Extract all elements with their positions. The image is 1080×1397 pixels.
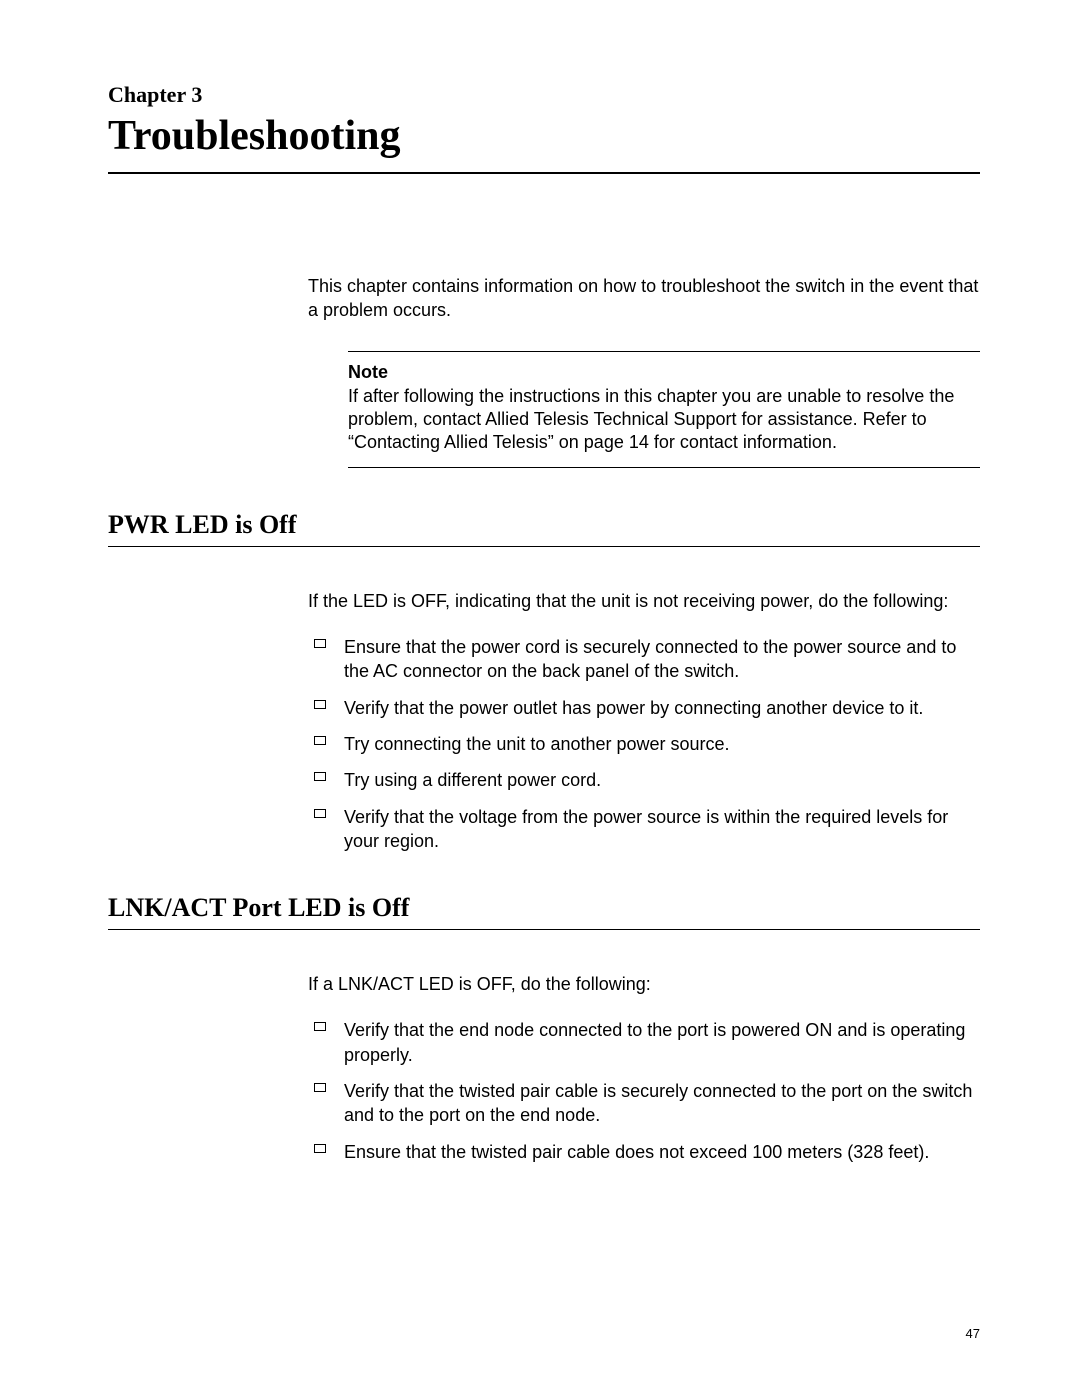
list-item-text: Verify that the end node connected to th…: [344, 1020, 965, 1064]
list-item: Verify that the power outlet has power b…: [308, 696, 980, 720]
note-title: Note: [348, 362, 980, 383]
note-block: Note If after following the instructions…: [348, 351, 980, 468]
checkbox-icon: [314, 1144, 326, 1153]
checklist: Ensure that the power cord is securely c…: [308, 635, 980, 853]
list-item: Ensure that the power cord is securely c…: [308, 635, 980, 684]
checkbox-icon: [314, 809, 326, 818]
section-lead: If a LNK/ACT LED is OFF, do the followin…: [308, 972, 980, 996]
checklist: Verify that the end node connected to th…: [308, 1018, 980, 1163]
list-item-text: Verify that the voltage from the power s…: [344, 807, 948, 851]
list-item: Verify that the voltage from the power s…: [308, 805, 980, 854]
list-item-text: Verify that the power outlet has power b…: [344, 698, 923, 718]
title-rule: [108, 172, 980, 174]
section-lead: If the LED is OFF, indicating that the u…: [308, 589, 980, 613]
section-heading: LNK/ACT Port LED is Off: [108, 893, 980, 923]
section-rule: [108, 929, 980, 930]
checkbox-icon: [314, 639, 326, 648]
list-item: Try using a different power cord.: [308, 768, 980, 792]
list-item-text: Ensure that the power cord is securely c…: [344, 637, 956, 681]
section-body: If the LED is OFF, indicating that the u…: [308, 589, 980, 853]
checkbox-icon: [314, 700, 326, 709]
chapter-label: Chapter 3: [108, 82, 980, 108]
intro-paragraph: This chapter contains information on how…: [308, 274, 980, 323]
list-item: Try connecting the unit to another power…: [308, 732, 980, 756]
list-item: Verify that the end node connected to th…: [308, 1018, 980, 1067]
section-body: If a LNK/ACT LED is OFF, do the followin…: [308, 972, 980, 1164]
page-number: 47: [966, 1326, 980, 1341]
list-item: Ensure that the twisted pair cable does …: [308, 1140, 980, 1164]
checkbox-icon: [314, 1083, 326, 1092]
section-heading: PWR LED is Off: [108, 510, 980, 540]
document-page: Chapter 3 Troubleshooting This chapter c…: [0, 0, 1080, 1397]
list-item-text: Verify that the twisted pair cable is se…: [344, 1081, 972, 1125]
checkbox-icon: [314, 736, 326, 745]
list-item-text: Try connecting the unit to another power…: [344, 734, 730, 754]
checkbox-icon: [314, 772, 326, 781]
list-item-text: Ensure that the twisted pair cable does …: [344, 1142, 929, 1162]
checkbox-icon: [314, 1022, 326, 1031]
note-body: If after following the instructions in t…: [348, 385, 980, 455]
list-item: Verify that the twisted pair cable is se…: [308, 1079, 980, 1128]
section-rule: [108, 546, 980, 547]
list-item-text: Try using a different power cord.: [344, 770, 601, 790]
chapter-title: Troubleshooting: [108, 112, 980, 160]
